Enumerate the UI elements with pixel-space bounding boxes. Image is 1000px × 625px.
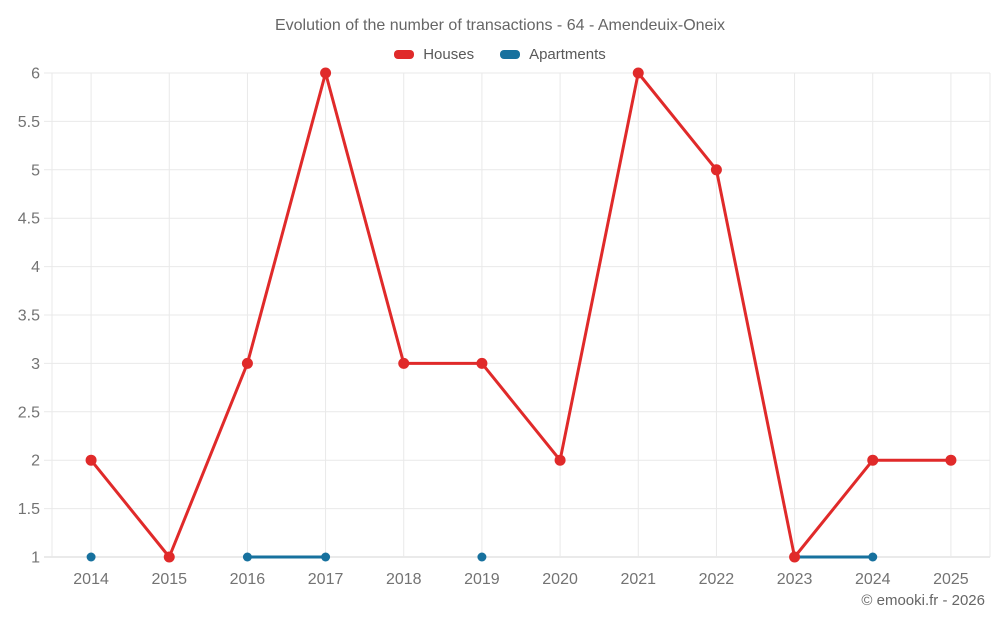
- x-axis-label: 2019: [464, 571, 500, 588]
- y-axis-label: 4: [31, 259, 40, 276]
- houses-swatch-icon: [394, 50, 415, 59]
- houses-point-2017[interactable]: [320, 67, 332, 79]
- x-axis-label: 2015: [151, 571, 187, 588]
- houses-point-2025[interactable]: [945, 454, 957, 466]
- y-axis-label: 5.5: [18, 114, 40, 131]
- houses-point-2016[interactable]: [241, 357, 253, 369]
- apartments-point-2014[interactable]: [86, 552, 96, 562]
- y-axis-label: 1: [31, 550, 40, 567]
- apartments-point-2019[interactable]: [477, 552, 487, 562]
- houses-point-2018[interactable]: [398, 357, 410, 369]
- x-axis-label: 2025: [933, 571, 969, 588]
- houses-point-2024[interactable]: [867, 454, 879, 466]
- houses-line: [89, 71, 953, 559]
- y-axis-label: 5: [31, 162, 40, 179]
- x-axis-label: 2022: [699, 571, 735, 588]
- chart-title: Evolution of the number of transactions …: [274, 17, 725, 34]
- x-axis-label: 2018: [386, 571, 422, 588]
- y-axis-label: 3.5: [18, 308, 40, 325]
- houses-point-2023[interactable]: [789, 551, 801, 563]
- apartments-point-2024[interactable]: [868, 552, 878, 562]
- x-axis-label: 2021: [620, 571, 656, 588]
- houses-point-2021[interactable]: [632, 67, 644, 79]
- legend-label: Apartments: [529, 46, 606, 63]
- y-axis-label: 3: [31, 356, 40, 373]
- x-axis-label: 2014: [73, 571, 109, 588]
- y-axis-label: 6: [31, 66, 40, 83]
- houses-point-2019[interactable]: [476, 357, 488, 369]
- x-axis-label: 2017: [308, 571, 344, 588]
- legend-label: Houses: [423, 46, 475, 63]
- houses-point-2014[interactable]: [85, 454, 97, 466]
- credit-text: © emooki.fr - 2026: [861, 592, 985, 609]
- y-axis-label: 2: [31, 453, 40, 470]
- chart-legend: Houses Apartments: [0, 46, 1000, 63]
- y-axis-label: 1.5: [18, 501, 40, 518]
- apartments-swatch-icon: [500, 50, 521, 59]
- houses-point-2015[interactable]: [163, 551, 175, 563]
- x-axis-label: 2016: [230, 571, 266, 588]
- x-axis-label: 2024: [855, 571, 891, 588]
- houses-point-2020[interactable]: [554, 454, 566, 466]
- y-axis-label: 2.5: [18, 404, 40, 421]
- y-axis-label: 4.5: [18, 211, 40, 228]
- houses-point-2022[interactable]: [710, 164, 722, 176]
- x-axis-label: 2023: [777, 571, 813, 588]
- x-axis-label: 2020: [542, 571, 578, 588]
- apartments-point-2016[interactable]: [242, 552, 252, 562]
- legend-item-houses[interactable]: Houses: [394, 46, 474, 63]
- apartments-point-2017[interactable]: [321, 552, 331, 562]
- legend-item-apartments[interactable]: Apartments: [500, 46, 606, 63]
